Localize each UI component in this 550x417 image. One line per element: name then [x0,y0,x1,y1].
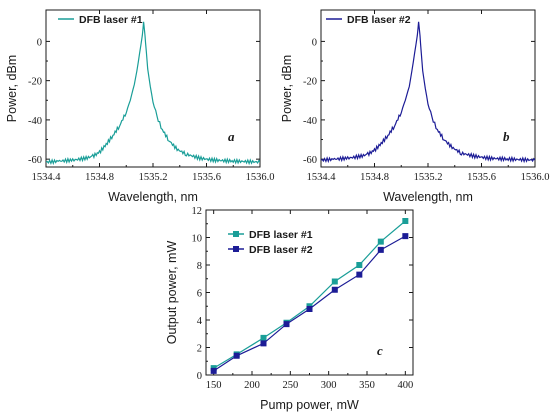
y-tick-label: 4 [197,316,203,327]
panel-label: c [377,343,383,358]
y-tick-label: 0 [197,371,202,382]
y-axis-label: Power, dBm [5,55,19,122]
legend-label: DFB laser #1 [79,14,143,26]
data-point [402,218,409,224]
data-point [331,278,338,285]
panel-label: b [503,129,510,144]
chart-b: 1534.4 1534.8 1535.2 1535.6 1536.0 -60 -40 -20 0… [280,9,550,204]
data-point [260,334,267,341]
data-point [356,271,363,278]
x-tick-label: 1534.4 [32,172,62,183]
y-tick-label: -60 [303,155,317,166]
legend-label: DFB laser #2 [249,244,313,256]
series-line-dfb-laser-2 [321,21,535,164]
data-point [233,352,240,359]
y-tick-label: 2 [197,344,202,355]
x-tick-label: 350 [359,380,375,391]
x-axis-label: Pump power, mW [260,398,359,412]
legend-label: DFB laser #2 [347,14,411,26]
data-point [210,367,217,374]
y-tick-label: 10 [192,234,203,245]
data-point [377,238,384,245]
x-tick-label: 1534.8 [85,172,114,183]
x-tick-label: 250 [282,380,298,391]
data-point [260,340,267,347]
y-tick-label: -20 [28,77,42,88]
x-tick-label: 1536.0 [246,172,275,183]
x-tick-label: 1534.8 [360,172,389,183]
y-tick-label: 6 [197,289,202,300]
x-tick-label: 1535.2 [414,172,443,183]
x-tick-label: 300 [321,380,337,391]
x-tick-label: 400 [397,380,413,391]
x-tick-label: 1535.2 [139,172,168,183]
panel-label: a [228,129,235,144]
legend-swatch-marker [233,246,239,252]
y-tick-label: 0 [37,37,42,48]
y-tick-label: 12 [192,206,203,217]
legend-label: DFB laser #1 [249,229,313,241]
chart-c: 150 200 250 300 350 400 0 2 4 6 8 10 12 Pump power, m… [165,206,414,412]
y-tick-label: -40 [303,116,317,127]
y-tick-label: -20 [303,77,317,88]
x-tick-label: 1535.6 [467,172,496,183]
data-point [356,262,363,268]
data-point [402,233,409,240]
x-tick-label: 1534.4 [307,172,337,183]
x-tick-label: 1535.6 [192,172,221,183]
x-tick-label: 200 [244,380,260,391]
x-tick-label: 150 [206,380,222,391]
x-axis-label: Wavelength, nm [383,190,473,204]
y-axis-label: Output power, mW [165,241,179,345]
data-point [283,321,290,328]
x-tick-label: 1536.0 [521,172,550,183]
x-axis-label: Wavelength, nm [108,190,198,204]
y-tick-label: 0 [312,37,317,48]
y-tick-label: 8 [197,261,202,272]
data-point [306,306,313,312]
y-axis-label: Power, dBm [280,55,294,122]
data-point [377,246,384,253]
y-tick-label: -40 [28,116,42,127]
series-line-dfb-laser-1 [46,21,260,166]
chart-a: 1534.4 1534.8 1535.2 1535.6 1536.0 -60 -40 -20 0… [5,9,275,204]
legend-swatch-marker [233,231,239,237]
data-point [331,286,338,293]
y-tick-label: -60 [28,155,42,166]
